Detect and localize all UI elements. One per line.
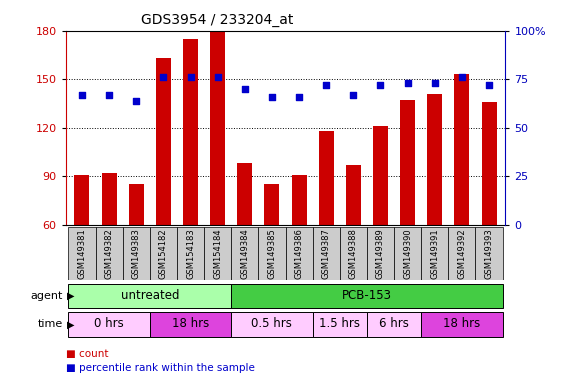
Text: ■ percentile rank within the sample: ■ percentile rank within the sample (66, 363, 255, 373)
Bar (476, 227, 502, 280)
Bar (74, 175, 90, 225)
Point (267, 94, 276, 100)
Point (132, 98, 141, 104)
Bar (367, 313, 421, 336)
Text: GSM149381: GSM149381 (78, 228, 86, 279)
Text: ■ count: ■ count (66, 349, 108, 359)
Text: untreated: untreated (120, 289, 179, 302)
Bar (373, 126, 388, 225)
Bar (448, 227, 476, 280)
Text: GSM149388: GSM149388 (349, 228, 358, 279)
Text: GSM149389: GSM149389 (376, 228, 385, 279)
Text: GSM149386: GSM149386 (295, 228, 304, 279)
Bar (123, 227, 150, 280)
Bar (95, 227, 123, 280)
Bar (231, 227, 258, 280)
Text: GSM154184: GSM154184 (213, 228, 222, 279)
Bar (421, 313, 502, 336)
Bar (340, 227, 367, 280)
Text: time: time (38, 319, 63, 329)
Bar (346, 165, 361, 225)
Bar (69, 313, 150, 336)
Bar (292, 175, 307, 225)
Text: GSM149390: GSM149390 (403, 228, 412, 279)
Bar (129, 184, 144, 225)
Bar (394, 227, 421, 280)
Point (295, 94, 304, 100)
Point (240, 86, 250, 92)
Bar (69, 227, 95, 280)
Text: ▶: ▶ (67, 319, 74, 329)
Text: GSM149391: GSM149391 (431, 228, 439, 279)
Text: 0 hrs: 0 hrs (94, 318, 124, 331)
Point (349, 92, 358, 98)
Text: 1.5 hrs: 1.5 hrs (319, 318, 360, 331)
Bar (313, 227, 340, 280)
Bar (156, 58, 171, 225)
Bar (455, 74, 469, 225)
Bar (231, 283, 502, 308)
Text: GSM149392: GSM149392 (457, 228, 467, 279)
Text: 6 hrs: 6 hrs (379, 318, 409, 331)
Bar (231, 313, 313, 336)
Text: 0.5 hrs: 0.5 hrs (251, 318, 292, 331)
Point (104, 92, 114, 98)
Text: ▶: ▶ (67, 291, 74, 301)
Bar (400, 100, 415, 225)
Text: GSM149382: GSM149382 (104, 228, 114, 279)
Point (376, 82, 385, 88)
Text: GSM149383: GSM149383 (132, 228, 140, 279)
Bar (427, 94, 442, 225)
Text: PCB-153: PCB-153 (342, 289, 392, 302)
Bar (177, 227, 204, 280)
Bar (204, 227, 231, 280)
Bar (286, 227, 313, 280)
Bar (210, 31, 225, 225)
Text: GSM149385: GSM149385 (267, 228, 276, 279)
Point (457, 74, 467, 80)
Text: GSM149387: GSM149387 (321, 228, 331, 279)
Point (484, 82, 493, 88)
Text: GSM154183: GSM154183 (186, 228, 195, 279)
Point (78, 92, 87, 98)
Point (430, 80, 439, 86)
Bar (183, 39, 198, 225)
Bar (421, 227, 448, 280)
Point (186, 74, 195, 80)
Bar (319, 131, 333, 225)
Text: GSM149393: GSM149393 (485, 228, 493, 279)
Text: 18 hrs: 18 hrs (443, 318, 481, 331)
Bar (150, 313, 231, 336)
Bar (150, 227, 177, 280)
Bar (264, 184, 279, 225)
Bar (102, 173, 116, 225)
Bar (238, 163, 252, 225)
Text: 18 hrs: 18 hrs (172, 318, 209, 331)
Bar (367, 227, 394, 280)
Point (321, 82, 331, 88)
Point (159, 74, 168, 80)
Bar (481, 102, 497, 225)
Bar (258, 227, 286, 280)
Point (403, 80, 412, 86)
Bar (313, 313, 367, 336)
Text: GSM149384: GSM149384 (240, 228, 250, 279)
Bar (69, 283, 231, 308)
Text: GSM154182: GSM154182 (159, 228, 168, 279)
Text: agent: agent (30, 291, 63, 301)
Text: GDS3954 / 233204_at: GDS3954 / 233204_at (141, 13, 293, 27)
Point (213, 74, 222, 80)
